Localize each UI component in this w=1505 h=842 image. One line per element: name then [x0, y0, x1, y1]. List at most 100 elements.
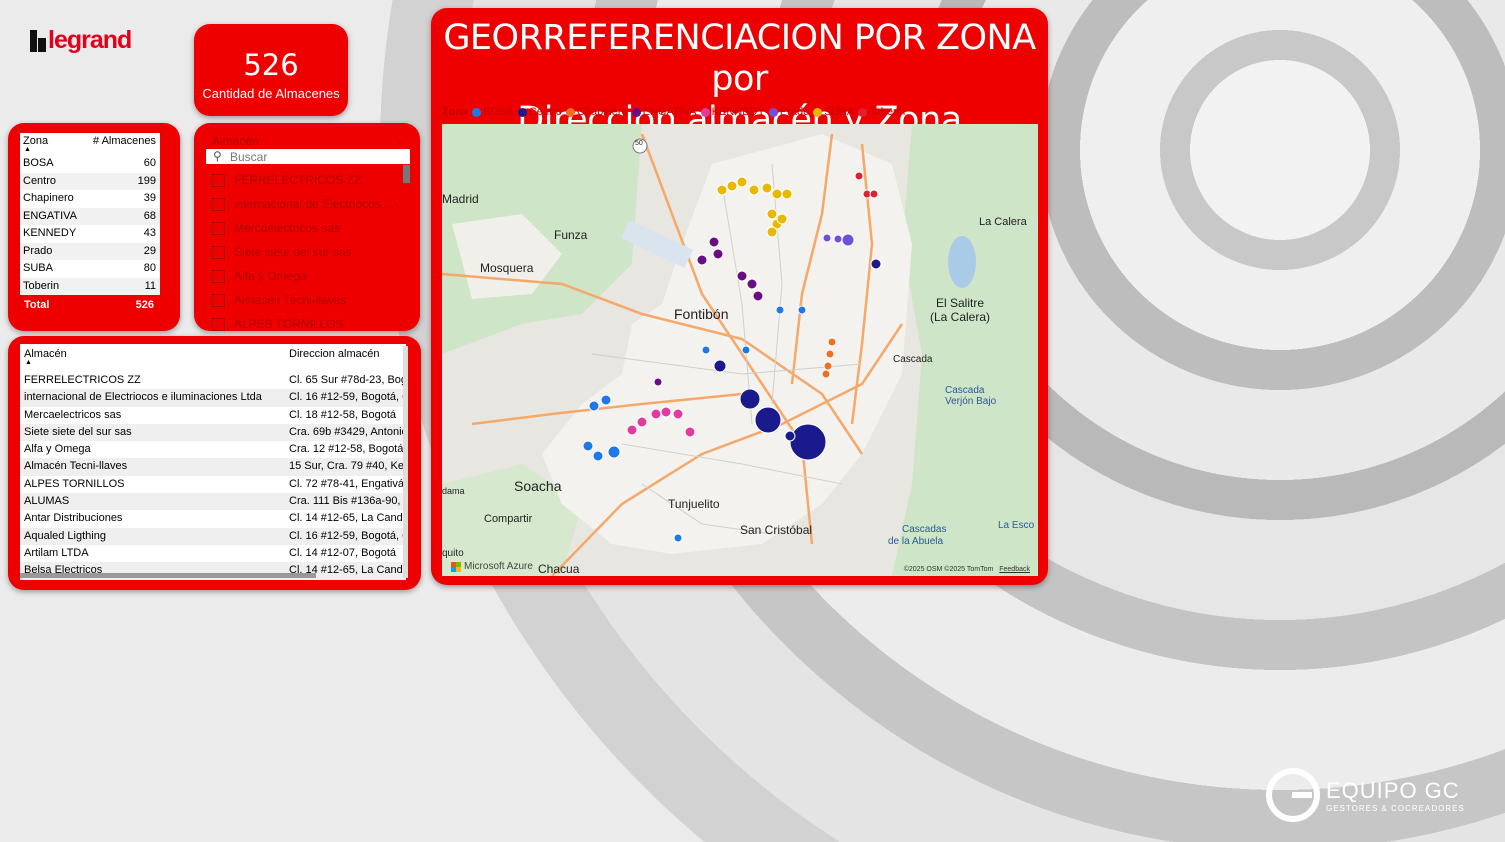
- detail-table-header: Almacén Direccion almacén ▲: [20, 344, 406, 372]
- checkbox[interactable]: [212, 317, 225, 331]
- count-header[interactable]: # Almacenes: [93, 135, 156, 147]
- almacen-cell: Mercaelectricos sas: [24, 408, 122, 421]
- slicer-item[interactable]: Alfa y Omega: [212, 264, 408, 288]
- map-green-area: [442, 464, 582, 576]
- legend-item[interactable]: SUBA: [813, 106, 854, 118]
- table-row[interactable]: internacional de Electriocos e iluminaci…: [20, 389, 406, 407]
- legend-item[interactable]: Toberin: [858, 106, 905, 118]
- map-visual-panel: GEORREFERENCIACION POR ZONA por Direccio…: [431, 8, 1048, 585]
- slicer-scrollbar[interactable]: [403, 165, 410, 183]
- zone-count: 199: [137, 174, 156, 187]
- slicer-item[interactable]: Siete siete del sur sas: [212, 240, 408, 264]
- zone-row[interactable]: Centro 199: [20, 172, 160, 190]
- place-label: Tunjuelito: [668, 497, 720, 511]
- legend-item[interactable]: Prado: [768, 106, 809, 118]
- slicer-item[interactable]: ALPES TORNILLOS: [212, 312, 408, 331]
- almacen-cell: FERRELECTRICOS ZZ: [24, 374, 141, 386]
- marker-bosa: [701, 345, 711, 355]
- zone-row[interactable]: KENNEDY 43: [20, 225, 160, 243]
- slicer-item[interactable]: FERRELECTRICOS ZZ: [212, 168, 408, 192]
- direccion-cell: Cl. 72 #78-41, Engativá,: [289, 477, 406, 490]
- map-svg: [442, 124, 1038, 576]
- place-label: Chacua: [538, 562, 580, 576]
- table-row[interactable]: Aqualed Ligthing Cl. 16 #12-59, Bogotá, C: [20, 527, 406, 545]
- zone-table-panel: Zona # Almacenes ▲ BOSA 60 Centro 199 Chapin…: [8, 123, 180, 331]
- checkbox[interactable]: [212, 173, 225, 187]
- table-row[interactable]: Antar Distribuciones Cl. 14 #12-65, La Ca…: [20, 510, 406, 528]
- zone-name: KENNEDY: [23, 227, 77, 239]
- legend-item[interactable]: BOSA: [472, 106, 514, 118]
- zone-header[interactable]: Zona: [23, 135, 49, 147]
- almacen-cell: Alfa y Omega: [24, 443, 91, 456]
- place-label: Cascadas: [902, 524, 947, 535]
- checkbox[interactable]: [212, 269, 225, 283]
- search-placeholder: Buscar: [230, 150, 268, 164]
- table-row[interactable]: ALPES TORNILLOS Cl. 72 #78-41, Engativá,: [20, 475, 406, 494]
- almacen-cell: Aqualed Ligthing: [24, 529, 106, 542]
- slicer-item[interactable]: Almacén Tecni-llaves: [212, 288, 408, 312]
- table-row[interactable]: FERRELECTRICOS ZZ Cl. 65 Sur #78d-23, Bog…: [20, 372, 406, 390]
- slicer-item[interactable]: Mercaelectricos sas: [212, 216, 408, 240]
- zone-name: Toberin: [23, 279, 60, 292]
- detail-table-panel: Almacén Direccion almacén ▲ FERRELECTRIC…: [8, 336, 421, 590]
- almacen-header[interactable]: Almacén: [24, 348, 67, 360]
- table-vertical-scrollbar[interactable]: [403, 346, 408, 578]
- place-label: San Cristóbal: [740, 523, 813, 537]
- almacen-slicer: Almacén ⌄ ⚲ Buscar FERRELECTRICOS ZZ inte…: [194, 123, 420, 331]
- legend-dot-icon: [813, 107, 823, 117]
- checkbox[interactable]: [212, 245, 225, 259]
- table-row[interactable]: ALUMAS Cra. 111 Bis #136a-90, B: [20, 493, 406, 511]
- slicer-item-label: Alfa y Omega: [234, 269, 307, 283]
- zone-row[interactable]: ENGATIVA 68: [20, 207, 160, 225]
- map-title-line1: GEORREFERENCIACION POR ZONA por: [443, 18, 1036, 99]
- checkbox[interactable]: [212, 293, 225, 307]
- table-horizontal-scrollbar[interactable]: [20, 573, 316, 578]
- legrand-mark-icon: [30, 29, 46, 52]
- marker-suba: [726, 180, 738, 192]
- checkbox[interactable]: [212, 221, 225, 235]
- slicer-item-label: Mercaelectricos sas: [234, 221, 341, 235]
- legend-dot-icon: [472, 107, 482, 117]
- table-row[interactable]: Mercaelectricos sas Cl. 18 #12-58, Bogotá: [20, 406, 406, 424]
- marker-kennedy: [650, 408, 662, 420]
- feedback-link[interactable]: Feedback: [999, 566, 1030, 573]
- zone-row[interactable]: Toberin 11: [20, 277, 160, 295]
- zone-row[interactable]: Chapinero 39: [20, 190, 160, 208]
- direccion-header[interactable]: Direccion almacén: [289, 348, 380, 360]
- table-row[interactable]: Almacén Tecni-llaves 15 Sur, Cra. 79 #40,…: [20, 458, 406, 476]
- legend-item[interactable]: ENGATIVA: [631, 106, 697, 118]
- marker-toberin: [869, 189, 879, 199]
- kpi-card: 526 Cantidad de Almacenes: [194, 24, 348, 116]
- table-row[interactable]: Siete siete del sur sas Cra. 69b #3429, A…: [20, 423, 406, 442]
- slicer-item[interactable]: internacional de Electriocos ...: [212, 192, 408, 216]
- checkbox[interactable]: [212, 197, 225, 211]
- legend-item[interactable]: Chapinero: [565, 106, 628, 118]
- zone-count: 39: [143, 192, 156, 204]
- almacen-cell: internacional de Electriocos e iluminaci…: [24, 391, 262, 404]
- legend-item[interactable]: KENNEDY: [700, 106, 765, 118]
- legend-item[interactable]: Centro: [517, 106, 562, 118]
- zone-table-header[interactable]: Zona # Almacenes ▲: [20, 133, 160, 155]
- marker-engativa: [708, 236, 720, 248]
- legend-label: ENGATIVA: [642, 106, 697, 118]
- map-canvas[interactable]: Madrid Funza Mosquera Fontibón Soacha Tu…: [442, 124, 1038, 576]
- table-row[interactable]: Alfa y Omega Cra. 12 #12-58, Bogotá: [20, 441, 406, 459]
- marker-bosa: [607, 445, 621, 459]
- zone-row[interactable]: Prado 29: [20, 242, 160, 260]
- marker-suba: [761, 182, 773, 194]
- zone-name: BOSA: [23, 157, 54, 169]
- zone-count: 11: [144, 279, 156, 292]
- table-row[interactable]: Artilam LTDA Cl. 14 #12-07, Bogotá: [20, 544, 406, 563]
- kpi-value: 526: [243, 48, 299, 82]
- marker-kennedy: [660, 406, 672, 418]
- zone-name: Chapinero: [23, 192, 74, 204]
- zone-count: 80: [143, 262, 156, 274]
- zone-row[interactable]: BOSA 60: [20, 155, 160, 173]
- marker-chapinero: [825, 349, 835, 359]
- attribution-text: ©2025 OSM ©2025 TomTom: [903, 566, 994, 573]
- slicer-search-input[interactable]: ⚲ Buscar: [206, 149, 410, 164]
- zone-row[interactable]: SUBA 80: [20, 260, 160, 278]
- chevron-down-icon[interactable]: ⌄: [393, 132, 404, 146]
- kpi-label: Cantidad de Almacenes: [202, 86, 340, 101]
- marker-engativa: [746, 278, 758, 290]
